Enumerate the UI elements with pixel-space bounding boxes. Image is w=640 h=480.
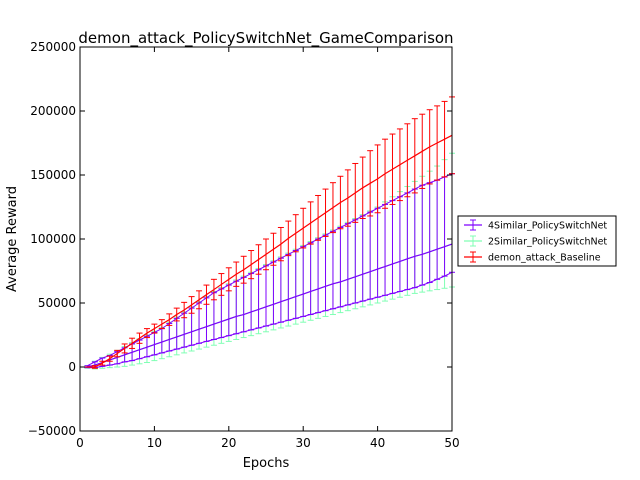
x-tick-label: 20 bbox=[221, 436, 236, 450]
x-tick-label: 50 bbox=[444, 436, 459, 450]
y-tick-label: 150000 bbox=[30, 168, 76, 182]
legend: 4Similar_PolicySwitchNet 2Similar_PolicyS… bbox=[457, 215, 617, 267]
legend-item-2similar-policyswitchnet: 2Similar_PolicySwitchNet bbox=[464, 235, 607, 248]
y-axis: −50000 0 50000 100000 150000 200000 250000 bbox=[28, 40, 452, 438]
series-line-4similar-policyswitchnet bbox=[87, 243, 453, 368]
upper-bound-line-4similar-policyswitchnet bbox=[87, 173, 453, 367]
legend-item-demon-attack-baseline: demon_attack_Baseline bbox=[464, 251, 601, 264]
legend-label: 4Similar_PolicySwitchNet bbox=[488, 221, 607, 232]
y-tick-label: 250000 bbox=[30, 40, 76, 54]
legend-label: 2Similar_PolicySwitchNet bbox=[488, 237, 607, 248]
chart-title: demon_attack_PolicySwitchNet_GameCompari… bbox=[78, 29, 453, 48]
y-tick-label: 50000 bbox=[38, 296, 76, 310]
x-tick-label: 10 bbox=[147, 436, 162, 450]
x-axis: 0 10 20 30 40 50 bbox=[76, 47, 460, 450]
y-tick-label: 100000 bbox=[30, 232, 76, 246]
y-tick-label: 200000 bbox=[30, 104, 76, 118]
legend-item-4similar-policyswitchnet: 4Similar_PolicySwitchNet bbox=[464, 219, 607, 232]
legend-box bbox=[457, 215, 617, 267]
y-axis-label: Average Reward bbox=[5, 186, 20, 292]
x-tick-label: 40 bbox=[370, 436, 385, 450]
x-tick-label: 0 bbox=[76, 436, 84, 450]
legend-label: demon_attack_Baseline bbox=[488, 253, 601, 264]
y-tick-label: −50000 bbox=[28, 424, 76, 438]
x-tick-label: 30 bbox=[296, 436, 311, 450]
x-axis-label: Epochs bbox=[243, 456, 290, 471]
y-tick-label: 0 bbox=[68, 360, 76, 374]
lower-bound-line-4similar-policyswitchnet bbox=[87, 271, 453, 369]
series-4similar-policyswitchnet bbox=[84, 173, 455, 369]
series-line-demon-attack-baseline bbox=[87, 134, 453, 368]
